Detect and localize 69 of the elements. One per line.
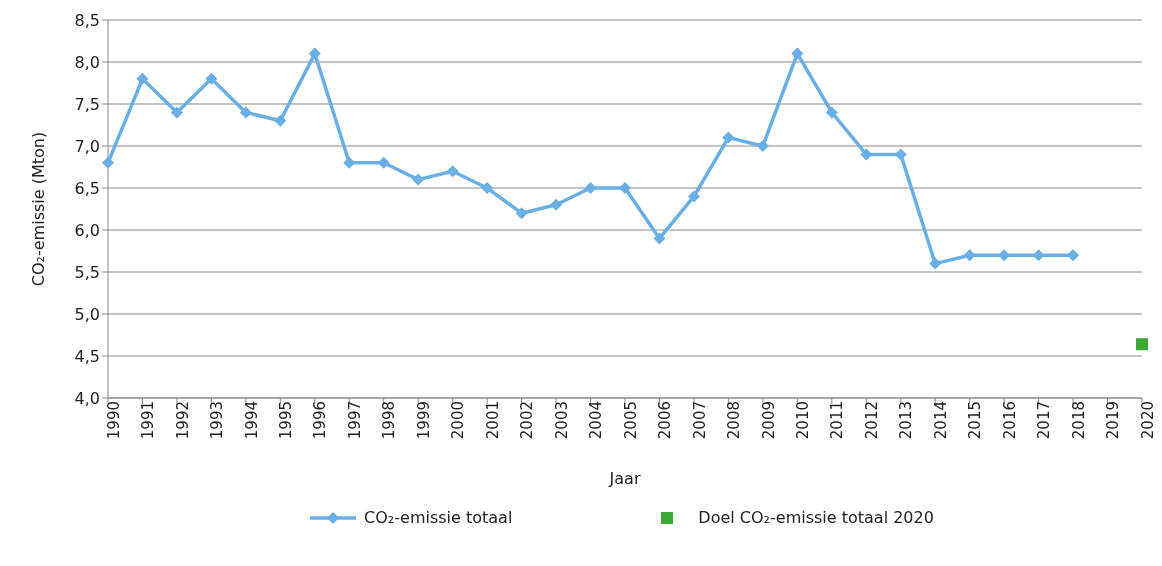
x-tick-label: 2016 <box>1000 401 1019 440</box>
x-tick-label: 2008 <box>725 401 744 440</box>
point <box>274 114 287 127</box>
x-tick-label: 2019 <box>1104 401 1123 440</box>
x-tick-label: 2011 <box>828 401 847 440</box>
y-tick-label: 7,0 <box>74 136 100 156</box>
x-tick-label: 2010 <box>793 401 812 440</box>
x-tick-label: 2007 <box>690 401 709 440</box>
x-tick-label: 2020 <box>1138 401 1157 440</box>
point <box>619 182 631 194</box>
y-tick-label: 8,0 <box>74 52 100 72</box>
point <box>205 72 218 85</box>
y-tick-label: 4,5 <box>74 346 100 366</box>
legend-label: CO₂-emissie totaal <box>364 508 513 527</box>
y-tick-label: 5,0 <box>74 304 100 324</box>
x-tick-label: 2000 <box>449 401 468 440</box>
point <box>412 173 425 186</box>
x-tick-label: 2013 <box>897 401 916 440</box>
point <box>722 131 735 144</box>
x-tick-label: 2004 <box>587 401 606 440</box>
x-tick-label: 2002 <box>518 401 537 440</box>
x-tick-label: 2014 <box>931 401 950 440</box>
point <box>102 156 114 169</box>
y-tick-label: 6,0 <box>74 220 100 240</box>
y-tick-label: 4,0 <box>74 388 100 408</box>
point <box>687 190 700 203</box>
point <box>584 182 597 194</box>
x-tick-label: 1994 <box>242 401 261 440</box>
x-tick-label: 2001 <box>483 401 502 440</box>
point <box>825 106 838 119</box>
point <box>929 257 942 270</box>
x-tick-label: 1997 <box>345 401 364 440</box>
x-tick-label: 2018 <box>1069 401 1088 440</box>
point <box>308 47 321 60</box>
point <box>1136 338 1148 351</box>
point <box>239 106 252 119</box>
point <box>1067 249 1080 262</box>
x-tick-label: 2009 <box>759 401 778 440</box>
y-tick-label: 8,5 <box>74 10 100 30</box>
point <box>756 140 769 152</box>
x-tick-label: 1992 <box>173 401 192 440</box>
x-tick-label: 1996 <box>311 401 330 440</box>
y-tick-label: 7,5 <box>74 94 100 114</box>
point <box>170 106 183 119</box>
x-tick-label: 1990 <box>104 401 123 440</box>
point <box>653 232 666 245</box>
y-tick-label: 6,5 <box>74 178 100 198</box>
point <box>515 207 528 220</box>
point <box>791 47 804 60</box>
x-tick-label: 2005 <box>621 401 640 440</box>
x-tick-label: 2006 <box>656 401 675 440</box>
x-tick-label: 2012 <box>862 401 881 440</box>
point <box>136 72 149 85</box>
y-axis-title: CO₂-emissie (Mton) <box>28 131 48 287</box>
point <box>481 182 494 194</box>
point <box>963 249 976 262</box>
x-tick-label: 1993 <box>208 401 227 440</box>
x-tick-label: 1991 <box>139 401 158 440</box>
x-tick-label: 1995 <box>276 401 295 440</box>
x-tick-label: 1999 <box>414 401 433 440</box>
x-tick-label: 2017 <box>1035 401 1054 440</box>
point <box>550 198 563 211</box>
legend-label: Doel CO₂-emissie totaal 2020 <box>698 508 934 527</box>
x-axis-title: Jaar <box>608 469 641 488</box>
x-tick-label: 2003 <box>552 401 571 440</box>
x-tick-label: 2015 <box>966 401 985 440</box>
y-tick-label: 5,5 <box>74 262 100 282</box>
point <box>446 165 459 178</box>
x-tick-label: 1998 <box>380 401 399 440</box>
